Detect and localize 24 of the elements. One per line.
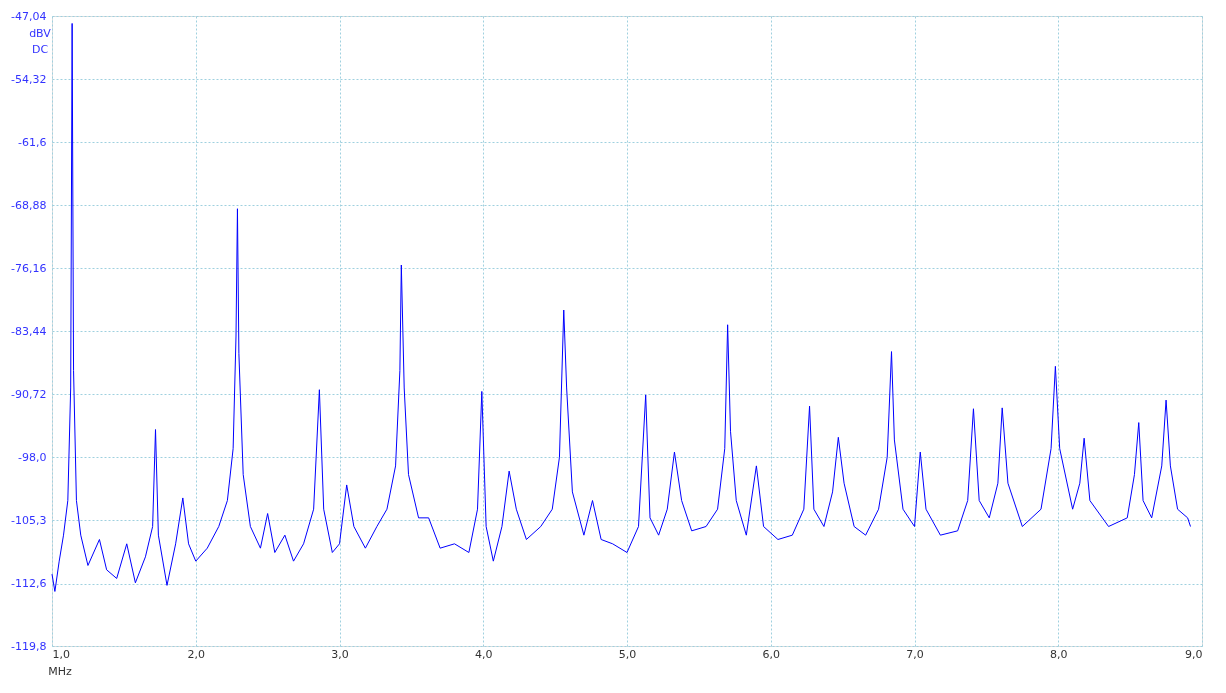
- x-tick-label: 3,0: [331, 647, 349, 661]
- x-tick-label: 2,0: [187, 647, 205, 661]
- x-tick-label: 4,0: [475, 647, 493, 661]
- x-tick-label: 6,0: [762, 647, 780, 661]
- x-axis-title: MHz: [48, 665, 72, 678]
- y-tick-label: -54,32: [11, 72, 47, 86]
- y-axis-title: dBV: [29, 27, 52, 40]
- y-tick-label: -83,44: [11, 324, 47, 338]
- x-tick-label: 5,0: [618, 647, 637, 661]
- y-tick-label: -90,72: [11, 387, 47, 401]
- y-tick-label: -112,6: [11, 577, 47, 591]
- line-series: [51, 22, 1191, 592]
- y-tick-label: -61,6: [18, 135, 47, 149]
- y-tick-label: -76,16: [11, 261, 47, 275]
- y-tick-label: -47,04: [11, 9, 47, 23]
- y-tick-label: -98,0: [18, 450, 47, 464]
- y-tick-label: -105,3: [11, 513, 47, 527]
- text: DC: [31, 43, 49, 56]
- x-tick-label: 7,0: [906, 647, 924, 661]
- x-tick-label: 1,0: [52, 647, 70, 661]
- y-tick-label: -119,8: [11, 639, 47, 653]
- y-tick-label: -68,88: [11, 198, 47, 212]
- x-tick-label: 9,0: [1185, 647, 1203, 661]
- x-tick-label: 8,0: [1050, 647, 1068, 661]
